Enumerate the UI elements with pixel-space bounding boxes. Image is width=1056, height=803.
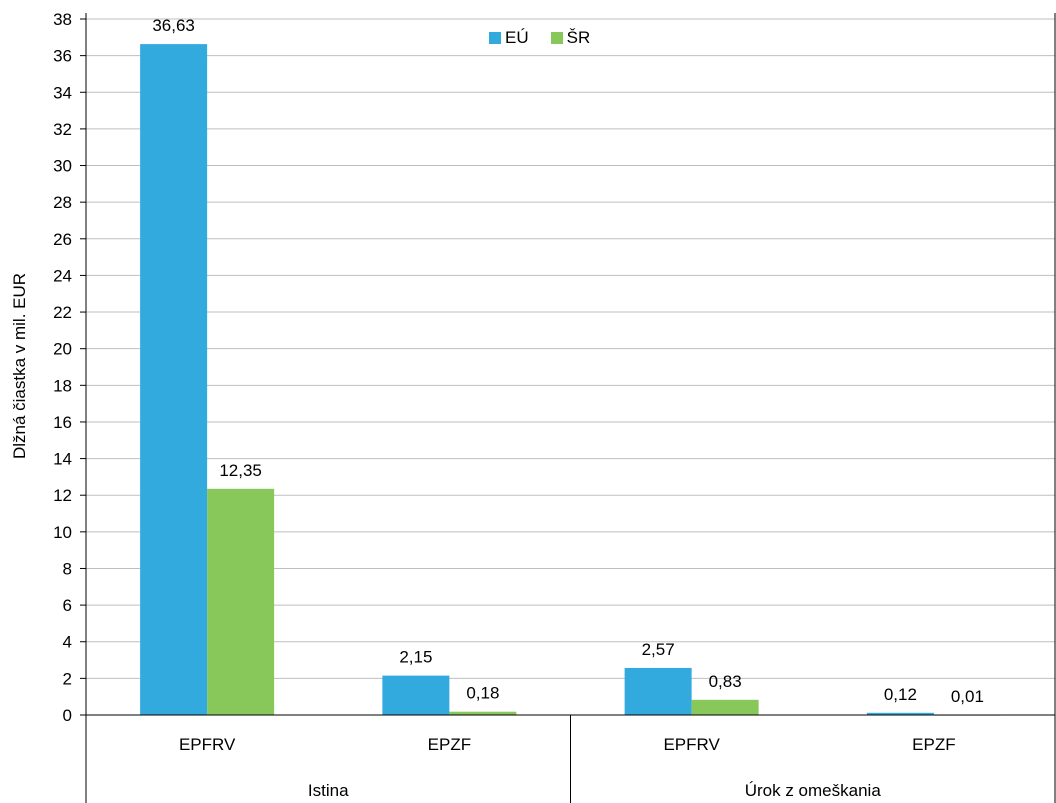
y-tick-label: 16 <box>53 413 72 432</box>
y-tick-label: 38 <box>53 10 72 29</box>
y-tick-label: 34 <box>53 83 72 102</box>
category-label: EPFRV <box>179 735 236 754</box>
group-label: Úrok z omeškania <box>745 781 882 800</box>
data-label: 2,15 <box>399 648 432 667</box>
data-label: 12,35 <box>219 461 262 480</box>
y-tick-label: 32 <box>53 120 72 139</box>
y-tick-label: 36 <box>53 47 72 66</box>
bar-sr <box>691 699 759 715</box>
category-label: EPFRV <box>663 735 720 754</box>
y-tick-label: 4 <box>63 633 72 652</box>
bar-eu <box>866 712 934 715</box>
legend-label-eu: EÚ <box>505 28 529 47</box>
legend: EÚ ŠR <box>489 28 590 48</box>
y-tick-label: 10 <box>53 523 72 542</box>
y-tick-label: 8 <box>63 559 72 578</box>
bar-eu <box>624 667 692 715</box>
axes <box>85 13 1056 803</box>
y-tick-label: 12 <box>53 486 72 505</box>
legend-label-sr: ŠR <box>566 28 591 47</box>
y-tick-label: 2 <box>63 669 72 688</box>
bars <box>140 44 1001 716</box>
y-tick-label: 0 <box>63 706 72 725</box>
y-axis-title: Dlžná čiastka v mil. EUR <box>10 272 29 460</box>
bar-sr <box>449 711 517 715</box>
y-tick-label: 14 <box>53 450 72 469</box>
y-tick-label: 22 <box>53 303 72 322</box>
legend-swatch-sr <box>550 32 563 44</box>
group-label: Istina <box>308 781 349 800</box>
x-category-labels: Istina EPFRV EPZF Úrok z omeškania EPFRV EPZF <box>179 735 956 800</box>
bar-eu <box>140 44 208 715</box>
y-tick-label: 30 <box>53 157 72 176</box>
y-tick-label: 26 <box>53 230 72 249</box>
bar-eu <box>382 675 450 715</box>
category-label: EPZF <box>428 735 471 754</box>
data-label: 0,12 <box>884 685 917 704</box>
y-tick-label: 24 <box>53 266 72 285</box>
y-tick-label: 20 <box>53 340 72 359</box>
data-label: 2,57 <box>642 640 675 659</box>
legend-swatch-eu <box>489 32 501 44</box>
y-tick-label: 6 <box>63 596 72 615</box>
data-label: 0,83 <box>709 672 742 691</box>
y-tick-label: 18 <box>53 376 72 395</box>
legend-item-eu: EÚ <box>489 28 529 48</box>
data-label: 36,63 <box>152 16 195 35</box>
bar-sr <box>207 488 275 715</box>
legend-item-sr: ŠR <box>550 28 591 48</box>
data-label: 0,18 <box>466 684 499 703</box>
data-label: 0,01 <box>951 687 984 706</box>
data-labels: 36,63 12,35 2,15 0,18 2,57 0,83 0,12 0,01 <box>152 16 984 706</box>
category-label: EPZF <box>912 735 955 754</box>
y-tick-label: 28 <box>53 193 72 212</box>
